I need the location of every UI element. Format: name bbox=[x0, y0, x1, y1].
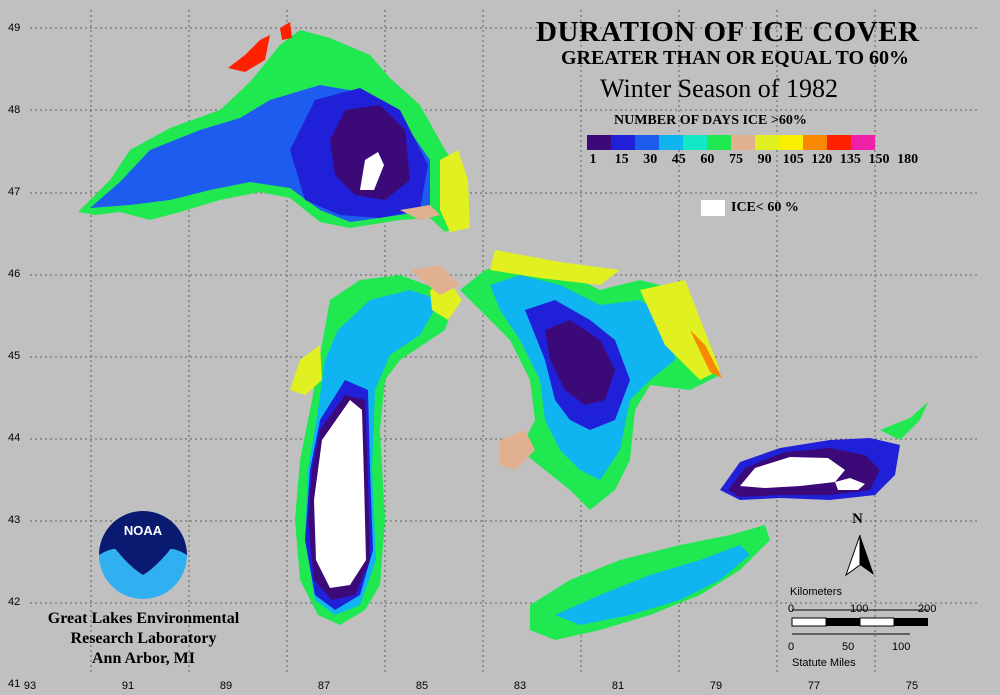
legend-swatch bbox=[635, 135, 659, 150]
legend-tick-label: 75 bbox=[729, 152, 743, 167]
scale-km-label: Kilometers bbox=[790, 586, 842, 598]
noaa-logo-text: NOAA bbox=[124, 523, 163, 538]
legend-swatch bbox=[611, 135, 635, 150]
map-subtitle: GREATER THAN OR EQUAL TO 60% bbox=[561, 47, 910, 69]
longitude-label: 81 bbox=[611, 680, 625, 692]
latitude-label: 48 bbox=[8, 104, 21, 116]
latitude-label: 41 bbox=[8, 678, 21, 690]
longitude-label: 83 bbox=[513, 680, 527, 692]
north-label: N bbox=[852, 511, 863, 527]
latitude-label: 47 bbox=[8, 186, 21, 198]
lab-line: Research Laboratory bbox=[70, 630, 217, 647]
legend-tick-label: 30 bbox=[643, 152, 658, 167]
season-label: Winter Season of 1982 bbox=[600, 74, 838, 103]
legend-swatch bbox=[803, 135, 827, 150]
longitude-label: 75 bbox=[905, 680, 919, 692]
scale-km-tick: 0 bbox=[788, 603, 795, 615]
ice-legend-swatch bbox=[701, 200, 725, 216]
legend-tick-label: 105 bbox=[782, 152, 804, 167]
latitude-label: 46 bbox=[8, 268, 21, 280]
longitude-label: 77 bbox=[807, 680, 821, 692]
latitude-label: 43 bbox=[8, 514, 21, 526]
scale-km-tick: 200 bbox=[918, 603, 937, 615]
scale-mi-tick: 100 bbox=[892, 641, 911, 653]
lab-line: Great Lakes Environmental bbox=[47, 610, 240, 627]
legend-tick-label: 90 bbox=[757, 152, 772, 167]
lab-credit: Great Lakes Environmental Research Labor… bbox=[36, 609, 251, 669]
latitude-label: 42 bbox=[8, 596, 21, 608]
latitude-label: 44 bbox=[8, 432, 21, 444]
longitude-label: 91 bbox=[121, 680, 135, 692]
legend-tick-label: 180 bbox=[897, 152, 919, 167]
longitude-label: 85 bbox=[415, 680, 429, 692]
legend-swatch bbox=[587, 135, 611, 150]
legend-tick-label: 1 bbox=[589, 152, 597, 167]
legend-swatch bbox=[731, 135, 755, 150]
scale-mi-tick: 50 bbox=[842, 641, 855, 653]
legend-swatch bbox=[851, 135, 875, 150]
lake-erie bbox=[530, 525, 770, 640]
lab-line: Ann Arbor, MI bbox=[92, 650, 195, 667]
lake-superior bbox=[78, 22, 470, 232]
legend-tick-label: 60 bbox=[700, 152, 715, 167]
longitude-label: 93 bbox=[23, 680, 37, 692]
legend-swatch bbox=[683, 135, 707, 150]
scale-bar bbox=[791, 609, 928, 635]
longitude-label: 79 bbox=[709, 680, 723, 692]
legend-tick-label: 135 bbox=[839, 152, 861, 167]
legend-swatch bbox=[827, 135, 851, 150]
noaa-logo: NOAA bbox=[99, 511, 187, 599]
scale-km-tick: 100 bbox=[850, 603, 869, 615]
scale-mi-label: Statute Miles bbox=[792, 657, 856, 669]
north-arrow-icon bbox=[845, 534, 874, 577]
legend-swatch bbox=[659, 135, 683, 150]
longitude-label: 87 bbox=[317, 680, 331, 692]
scale-mi-tick: 0 bbox=[788, 641, 795, 653]
legend-tick-label: 150 bbox=[868, 152, 890, 167]
legend-tick-label: 15 bbox=[614, 152, 629, 167]
lake-huron bbox=[460, 250, 722, 510]
legend-swatch bbox=[707, 135, 731, 150]
legend-tick-label: 120 bbox=[811, 152, 833, 167]
legend-swatch bbox=[755, 135, 779, 150]
legend-swatch bbox=[779, 135, 803, 150]
latitude-label: 45 bbox=[8, 350, 21, 362]
lake-michigan bbox=[290, 265, 462, 625]
lake-ontario bbox=[720, 402, 928, 500]
legend-color-bar bbox=[587, 135, 875, 150]
legend-tick-label: 45 bbox=[671, 152, 686, 167]
longitude-label: 89 bbox=[219, 680, 233, 692]
map-title: DURATION OF ICE COVER bbox=[536, 16, 920, 48]
legend-title: NUMBER OF DAYS ICE >60% bbox=[614, 113, 807, 128]
latitude-label: 49 bbox=[8, 22, 21, 34]
ice-legend-label: ICE< 60 % bbox=[731, 200, 799, 215]
